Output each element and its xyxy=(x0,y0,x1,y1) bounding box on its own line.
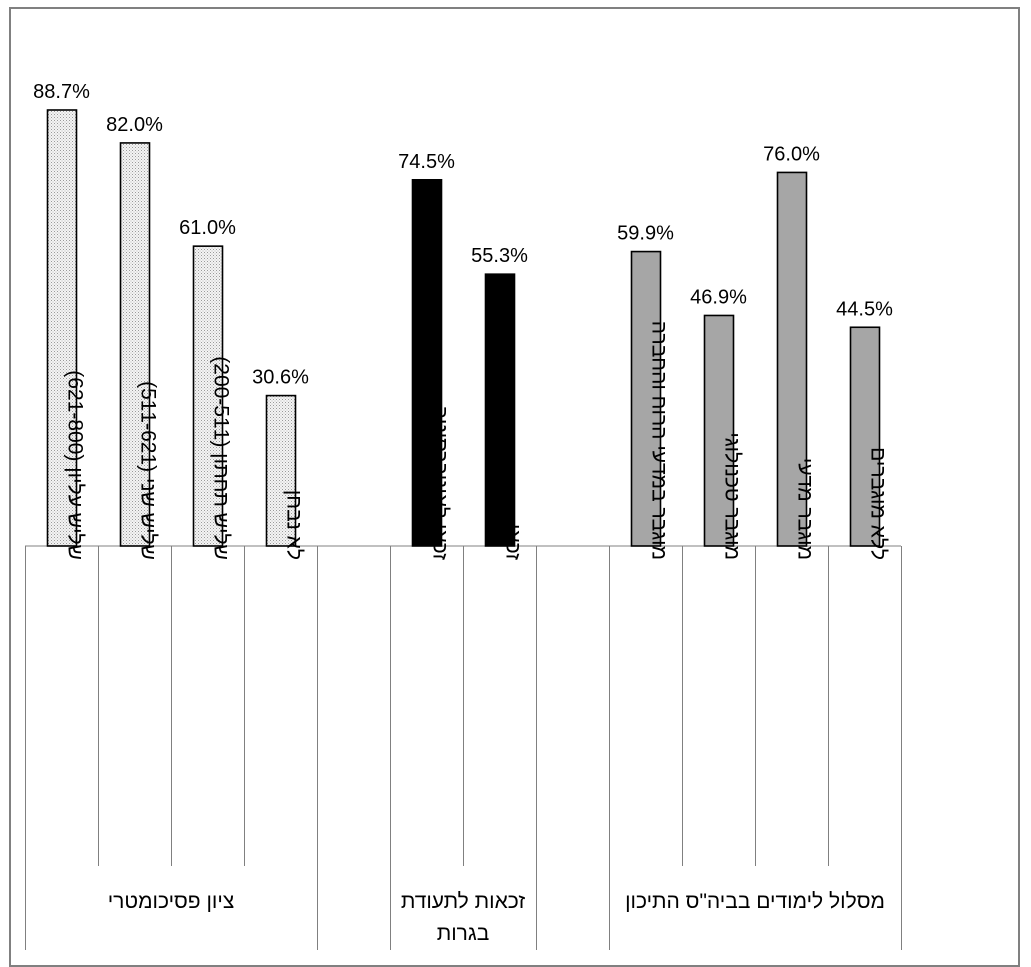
bar xyxy=(411,178,443,547)
bar xyxy=(192,245,224,547)
bar xyxy=(119,142,151,547)
category-label: שליש תחתון (200-511) xyxy=(210,356,233,560)
data-label: 76.0% xyxy=(763,143,820,165)
bar xyxy=(630,250,662,547)
bar xyxy=(46,109,78,547)
category-label: לא נבחן xyxy=(283,490,306,560)
group-label: מסלול לימודים בביה"ס התיכון xyxy=(625,890,885,913)
data-label: 46.9% xyxy=(690,286,747,308)
bar xyxy=(776,171,808,547)
category-label: מוגבר מדעי xyxy=(794,458,817,560)
data-label: 88.7% xyxy=(33,81,90,103)
category-label: זכאי xyxy=(502,524,525,560)
data-label: 82.0% xyxy=(106,114,163,136)
group-label: זכאות לתעודת xyxy=(401,890,526,913)
bars xyxy=(46,109,881,547)
category-label: שליש שני (511-621) xyxy=(137,381,160,560)
data-label: 30.6% xyxy=(252,367,309,389)
category-label: שליש עליון (621-800) xyxy=(64,370,87,560)
data-label: 44.5% xyxy=(836,298,893,320)
group-label: ציון פסיכומטרי xyxy=(108,890,235,913)
category-label: זכאי לאוניברסיטה xyxy=(429,406,452,560)
data-label: 61.0% xyxy=(179,217,236,239)
bar xyxy=(849,326,881,547)
bar xyxy=(484,273,516,547)
data-label: 59.9% xyxy=(617,223,674,245)
labels: 88.7% שליש עליון (621-800) 82.0% שליש שני (… xyxy=(33,81,893,945)
bar xyxy=(703,314,735,547)
data-label: 74.5% xyxy=(398,151,455,173)
category-axis-table xyxy=(25,545,902,950)
category-label: ללא מוגברים xyxy=(867,447,890,560)
category-label: מוגבר במדעי הרוח והחברה xyxy=(648,321,671,560)
data-label: 55.3% xyxy=(471,245,528,267)
group-label: בגרות xyxy=(437,922,490,945)
category-label: מוגבר טכנולוגי xyxy=(721,432,744,560)
bar xyxy=(265,394,297,547)
